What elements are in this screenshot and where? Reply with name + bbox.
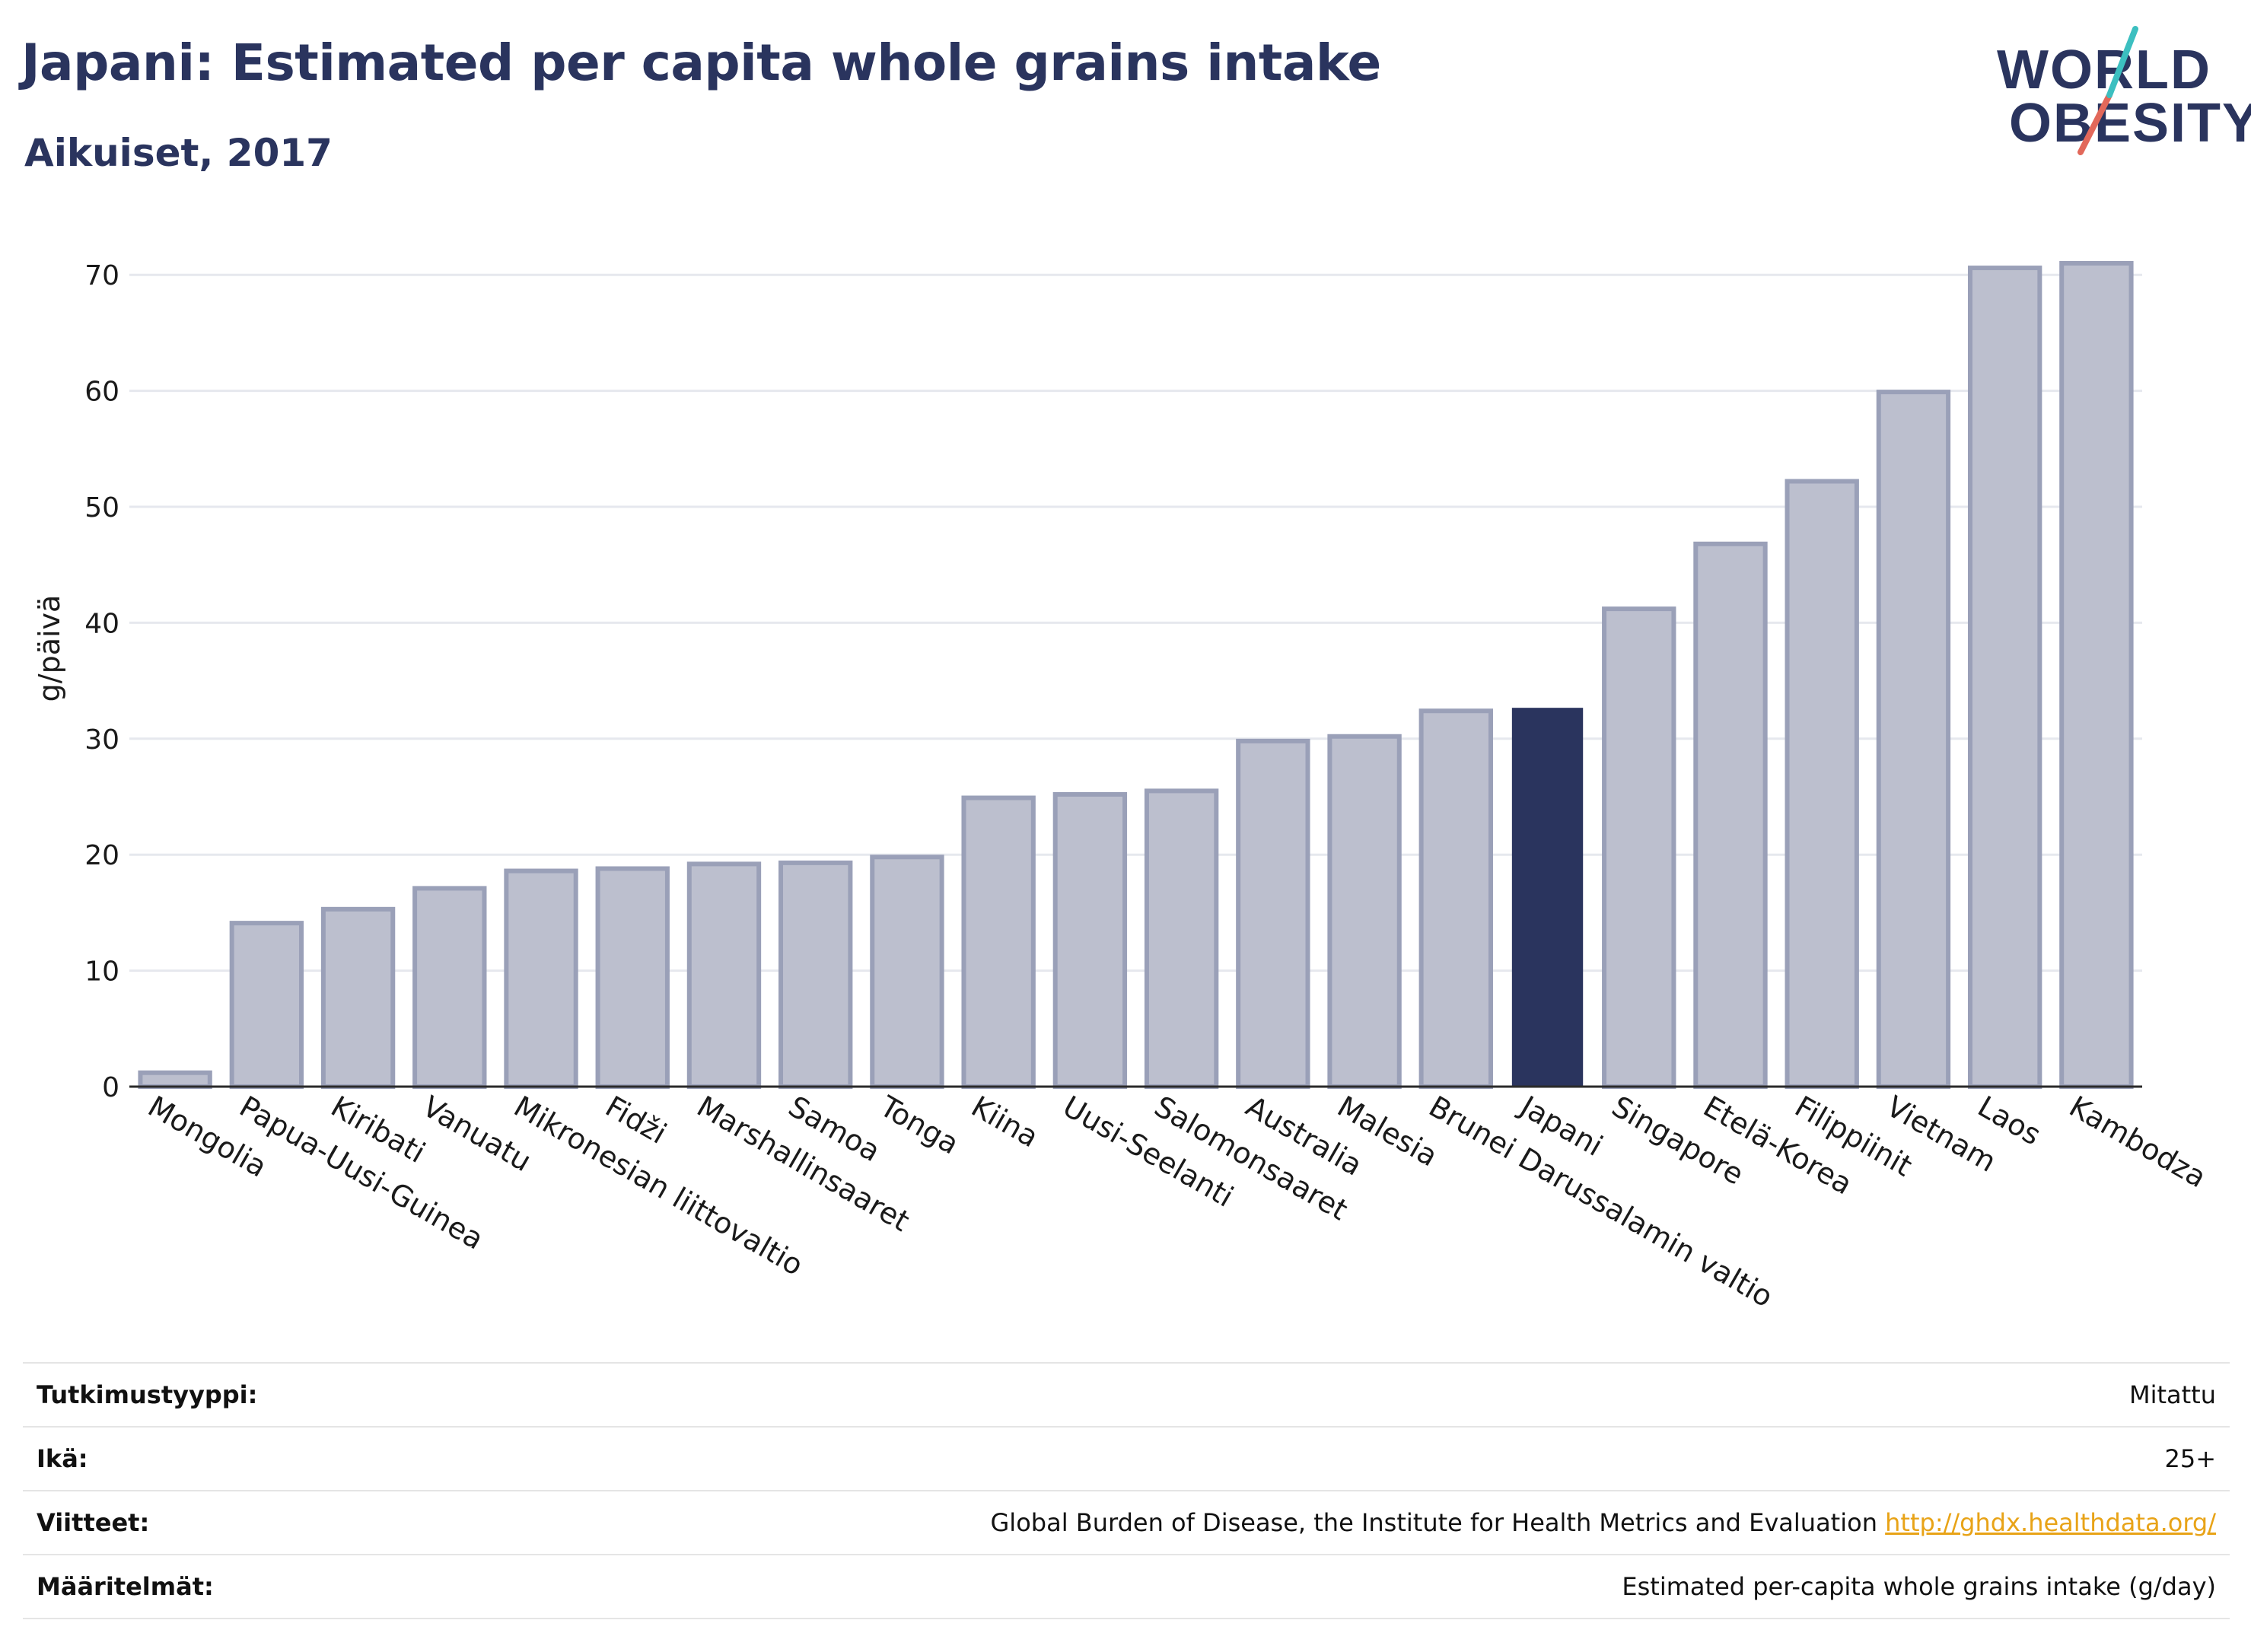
meta-value: Estimated per-capita whole grains intake… (339, 1554, 2230, 1619)
logo-slash-icon (2077, 26, 2138, 155)
x-tick-label: Kambodza (2064, 1090, 2212, 1195)
y-axis-title: g/päivä (33, 595, 66, 702)
y-tick-label: 70 (84, 260, 119, 291)
x-axis-labels: MongoliaPapua-Uusi-GuineaKiribatiVanuatu… (142, 1089, 2211, 1314)
bar-kiina[interactable] (961, 795, 1036, 1090)
bar-tonga[interactable] (870, 855, 944, 1090)
y-tick-label: 0 (102, 1072, 119, 1103)
bar-kiribati[interactable] (320, 906, 396, 1089)
meta-key: Tutkimustyyppi: (23, 1362, 339, 1428)
reference-link[interactable]: http://ghdx.healthdata.org/ (1885, 1508, 2216, 1537)
bar-japani[interactable] (1511, 708, 1584, 1088)
meta-key: Ikä: (23, 1426, 339, 1491)
x-tick-label: Kiina (966, 1090, 1044, 1154)
bar-laos[interactable] (1967, 266, 2042, 1089)
world-obesity-logo: WORLD OBESITY (1986, 23, 2251, 160)
meta-value: Mitattu (339, 1362, 2230, 1428)
bar-uusi-seelanti[interactable] (1052, 791, 1128, 1090)
bar-brunei-darussalamin-valtio[interactable] (1418, 708, 1493, 1089)
bar-etel-korea[interactable] (1693, 541, 1768, 1089)
y-tick-label: 10 (84, 957, 119, 988)
logo-line1: WORLD (1997, 40, 2211, 100)
bar-chart: 0 10 20 30 40 50 60 70 MongoliaPapua-Uusi-Guine… (33, 260, 2211, 1314)
bars (138, 260, 2134, 1090)
bar-salomonsaaret[interactable] (1144, 788, 1219, 1089)
y-tick-label: 30 (84, 724, 119, 756)
bar-samoa[interactable] (778, 860, 853, 1090)
meta-row: Viitteet: Global Burden of Disease, the … (23, 1490, 2230, 1555)
bar-malesia[interactable] (1327, 734, 1402, 1089)
bar-vietnam[interactable] (1876, 390, 1951, 1089)
bar-vanuatu[interactable] (412, 886, 487, 1089)
y-axis-ticks: 0 10 20 30 40 50 60 70 (84, 260, 119, 1103)
bar-filippiinit[interactable] (1785, 479, 1859, 1089)
bar-kambodza[interactable] (2059, 260, 2134, 1090)
y-tick-label: 50 (84, 492, 119, 524)
meta-row: Tutkimustyyppi: Mitattu (23, 1362, 2230, 1428)
chart-subtitle: Aikuiset, 2017 (24, 131, 333, 175)
y-tick-label: 20 (84, 840, 119, 871)
meta-key: Viitteet: (23, 1490, 339, 1555)
meta-value: 25+ (339, 1426, 2230, 1491)
bar-papua-uusi-guinea[interactable] (229, 921, 304, 1089)
meta-key: Määritelmät: (23, 1554, 339, 1619)
bar-mikronesian-liittovaltio[interactable] (504, 868, 578, 1089)
meta-row: Määritelmät: Estimated per-capita whole … (23, 1554, 2230, 1619)
y-tick-label: 60 (84, 377, 119, 408)
bar-fid-i[interactable] (595, 866, 670, 1090)
x-tick-label: Tonga (874, 1089, 964, 1160)
reference-text: Global Burden of Disease, the Institute … (990, 1508, 1877, 1537)
meta-value: Global Burden of Disease, the Institute … (339, 1490, 2230, 1555)
logo-line2: OBESITY (2009, 93, 2251, 154)
metadata-table: Tutkimustyyppi: Mitattu Ikä: 25+ Viittee… (23, 1362, 2230, 1619)
chart-title: Japani: Estimated per capita whole grain… (21, 33, 1381, 92)
y-tick-label: 40 (84, 608, 119, 639)
bar-australia[interactable] (1236, 738, 1310, 1090)
bar-mongolia[interactable] (138, 1070, 212, 1090)
bar-singapore[interactable] (1602, 606, 1676, 1089)
meta-row: Ikä: 25+ (23, 1426, 2230, 1491)
bar-marshallinsaaret[interactable] (686, 861, 762, 1089)
